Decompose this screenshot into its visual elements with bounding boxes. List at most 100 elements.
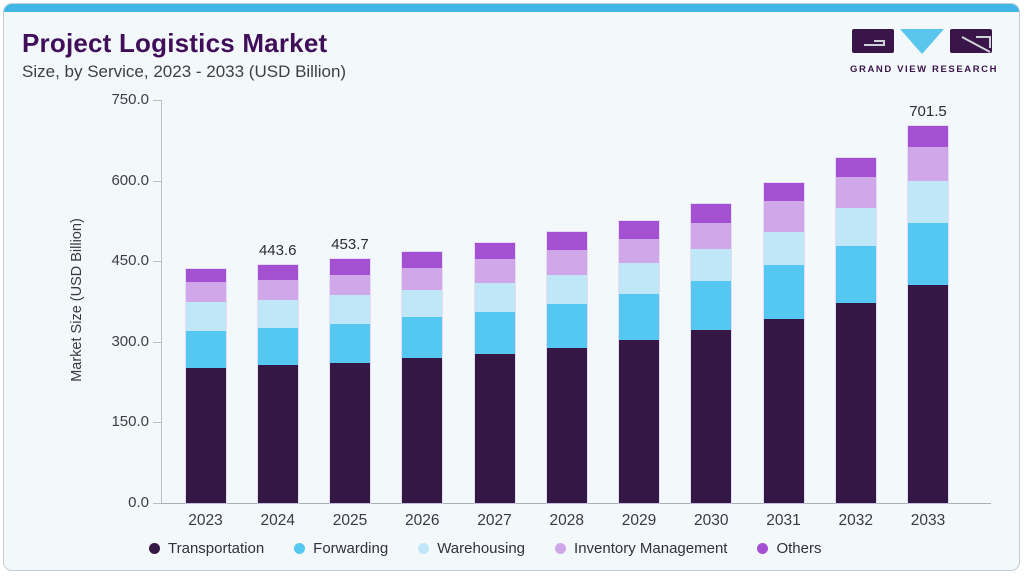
bar-segment-2030-forwarding[interactable] [691, 281, 732, 331]
bar-segment-2029-warehousing[interactable] [619, 263, 659, 295]
bar-segment-2031-inventory-management[interactable] [763, 201, 804, 232]
bar-segment-2028-others[interactable] [546, 231, 587, 251]
bar-segment-2032-warehousing[interactable] [835, 207, 876, 246]
bar-2031[interactable] [762, 181, 805, 504]
y-axis-tick [153, 100, 161, 101]
bar-segment-2027-forwarding[interactable] [474, 312, 515, 354]
bar-segment-2033-forwarding[interactable] [908, 222, 948, 285]
bar-segment-2032-others[interactable] [835, 158, 876, 178]
bar-segment-2025-warehousing[interactable] [330, 295, 370, 324]
bar-segment-2027-transportation[interactable] [474, 353, 515, 503]
bar-segment-2031-others[interactable] [763, 182, 804, 202]
legend-item-others[interactable]: Others [757, 540, 821, 557]
bar-segment-2026-forwarding[interactable] [402, 317, 443, 358]
x-axis-label-2028: 2028 [549, 512, 584, 529]
y-axis-tick [153, 422, 161, 424]
bar-segment-2028-warehousing[interactable] [546, 275, 587, 304]
bar-segment-2023-inventory-management[interactable] [185, 282, 226, 303]
y-axis-tick [153, 503, 161, 504]
bar-segment-2025-transportation[interactable] [330, 362, 370, 503]
grand-view-research-logo: GRAND VIEW RESEARCH [850, 28, 999, 75]
bar-2028[interactable] [545, 230, 588, 504]
y-axis-tick [153, 261, 161, 263]
bar-2032[interactable] [834, 157, 877, 504]
chart-card: Project Logistics Market Size, by Servic… [3, 3, 1020, 571]
bar-segment-2025-others[interactable] [330, 259, 370, 276]
bar-segment-2029-others[interactable] [619, 220, 659, 239]
bar-2033[interactable] [907, 125, 949, 504]
bar-2027[interactable] [473, 242, 516, 504]
bar-segment-2031-warehousing[interactable] [763, 231, 804, 265]
bar-segment-2024-transportation[interactable] [257, 365, 298, 503]
y-axis-tick [153, 341, 161, 343]
bar-2026[interactable] [401, 251, 444, 504]
bar-segment-2026-warehousing[interactable] [402, 289, 443, 318]
bar-segment-2024-forwarding[interactable] [257, 327, 298, 366]
legend-dot-icon [757, 543, 769, 554]
y-axis-tick-label: 150.0 [111, 413, 149, 431]
bar-segment-2031-forwarding[interactable] [763, 264, 804, 319]
bar-segment-2032-forwarding[interactable] [835, 245, 876, 303]
bar-segment-2025-forwarding[interactable] [330, 323, 370, 363]
bar-2024[interactable] [256, 263, 299, 504]
bar-segment-2024-others[interactable] [257, 264, 298, 281]
y-axis-tick [153, 180, 161, 182]
bar-segment-2032-transportation[interactable] [835, 302, 876, 503]
bar-segment-2031-transportation[interactable] [763, 318, 804, 503]
y-axis-tick-label: 0.0 [128, 494, 149, 511]
legend-label: Inventory Management [574, 540, 728, 557]
x-axis-label-2025: 2025 [332, 512, 368, 529]
bar-segment-2027-warehousing[interactable] [474, 283, 515, 313]
bar-2029[interactable] [618, 219, 660, 504]
bar-segment-2033-inventory-management[interactable] [908, 147, 948, 181]
legend-dot-icon [418, 543, 430, 554]
bar-total-label-2024: 443.6 [258, 241, 297, 259]
bar-segment-2028-transportation[interactable] [546, 347, 587, 503]
legend-label: Forwarding [313, 540, 389, 557]
legend-item-forwarding[interactable]: Forwarding [294, 540, 388, 557]
legend-dot-icon [555, 543, 567, 554]
bar-2023[interactable] [184, 268, 227, 504]
bar-segment-2024-inventory-management[interactable] [257, 280, 298, 301]
legend-item-transportation[interactable]: Transportation [149, 540, 264, 557]
logo-text: GRAND VIEW RESEARCH [850, 64, 999, 75]
bar-segment-2023-others[interactable] [185, 269, 226, 283]
bar-segment-2027-others[interactable] [474, 243, 515, 260]
x-axis-label-2027: 2027 [477, 512, 512, 529]
bar-segment-2023-warehousing[interactable] [185, 302, 226, 331]
bar-segment-2033-others[interactable] [908, 126, 948, 148]
legend-label: Warehousing [437, 540, 526, 557]
bar-segment-2026-others[interactable] [402, 252, 443, 269]
y-axis-tick-label: 300.0 [111, 332, 149, 350]
bar-segment-2030-others[interactable] [691, 203, 732, 223]
legend-dot-icon [294, 543, 306, 554]
bar-segment-2026-transportation[interactable] [402, 357, 443, 503]
bar-segment-2023-forwarding[interactable] [185, 330, 226, 368]
bar-segment-2028-forwarding[interactable] [546, 303, 587, 348]
bar-segment-2033-warehousing[interactable] [908, 180, 948, 223]
x-axis-label-2031: 2031 [766, 512, 801, 529]
bar-segment-2026-inventory-management[interactable] [402, 268, 443, 290]
bar-segment-2029-inventory-management[interactable] [619, 238, 659, 264]
bar-2025[interactable] [329, 258, 371, 504]
bar-segment-2030-transportation[interactable] [691, 330, 732, 503]
bar-segment-2028-inventory-management[interactable] [546, 250, 587, 276]
legend-item-warehousing[interactable]: Warehousing [418, 540, 525, 557]
bar-segment-2025-inventory-management[interactable] [330, 275, 370, 296]
bar-segment-2032-inventory-management[interactable] [835, 177, 876, 208]
legend-label: Transportation [168, 540, 265, 557]
bar-segment-2029-transportation[interactable] [619, 340, 659, 503]
legend-item-inventory-management[interactable]: Inventory Management [555, 540, 727, 557]
bar-segment-2033-transportation[interactable] [908, 284, 948, 503]
legend-label: Others [776, 540, 822, 557]
x-axis-label-2032: 2032 [838, 512, 873, 529]
bar-segment-2030-inventory-management[interactable] [691, 222, 732, 249]
top-accent-bar [4, 4, 1019, 12]
bar-segment-2029-forwarding[interactable] [619, 294, 659, 341]
bar-segment-2027-inventory-management[interactable] [474, 259, 515, 284]
bar-2030[interactable] [690, 202, 733, 504]
bar-segment-2024-warehousing[interactable] [257, 300, 298, 328]
bar-total-label-2025: 453.7 [331, 236, 369, 254]
bar-segment-2023-transportation[interactable] [185, 367, 226, 503]
bar-segment-2030-warehousing[interactable] [691, 248, 732, 282]
